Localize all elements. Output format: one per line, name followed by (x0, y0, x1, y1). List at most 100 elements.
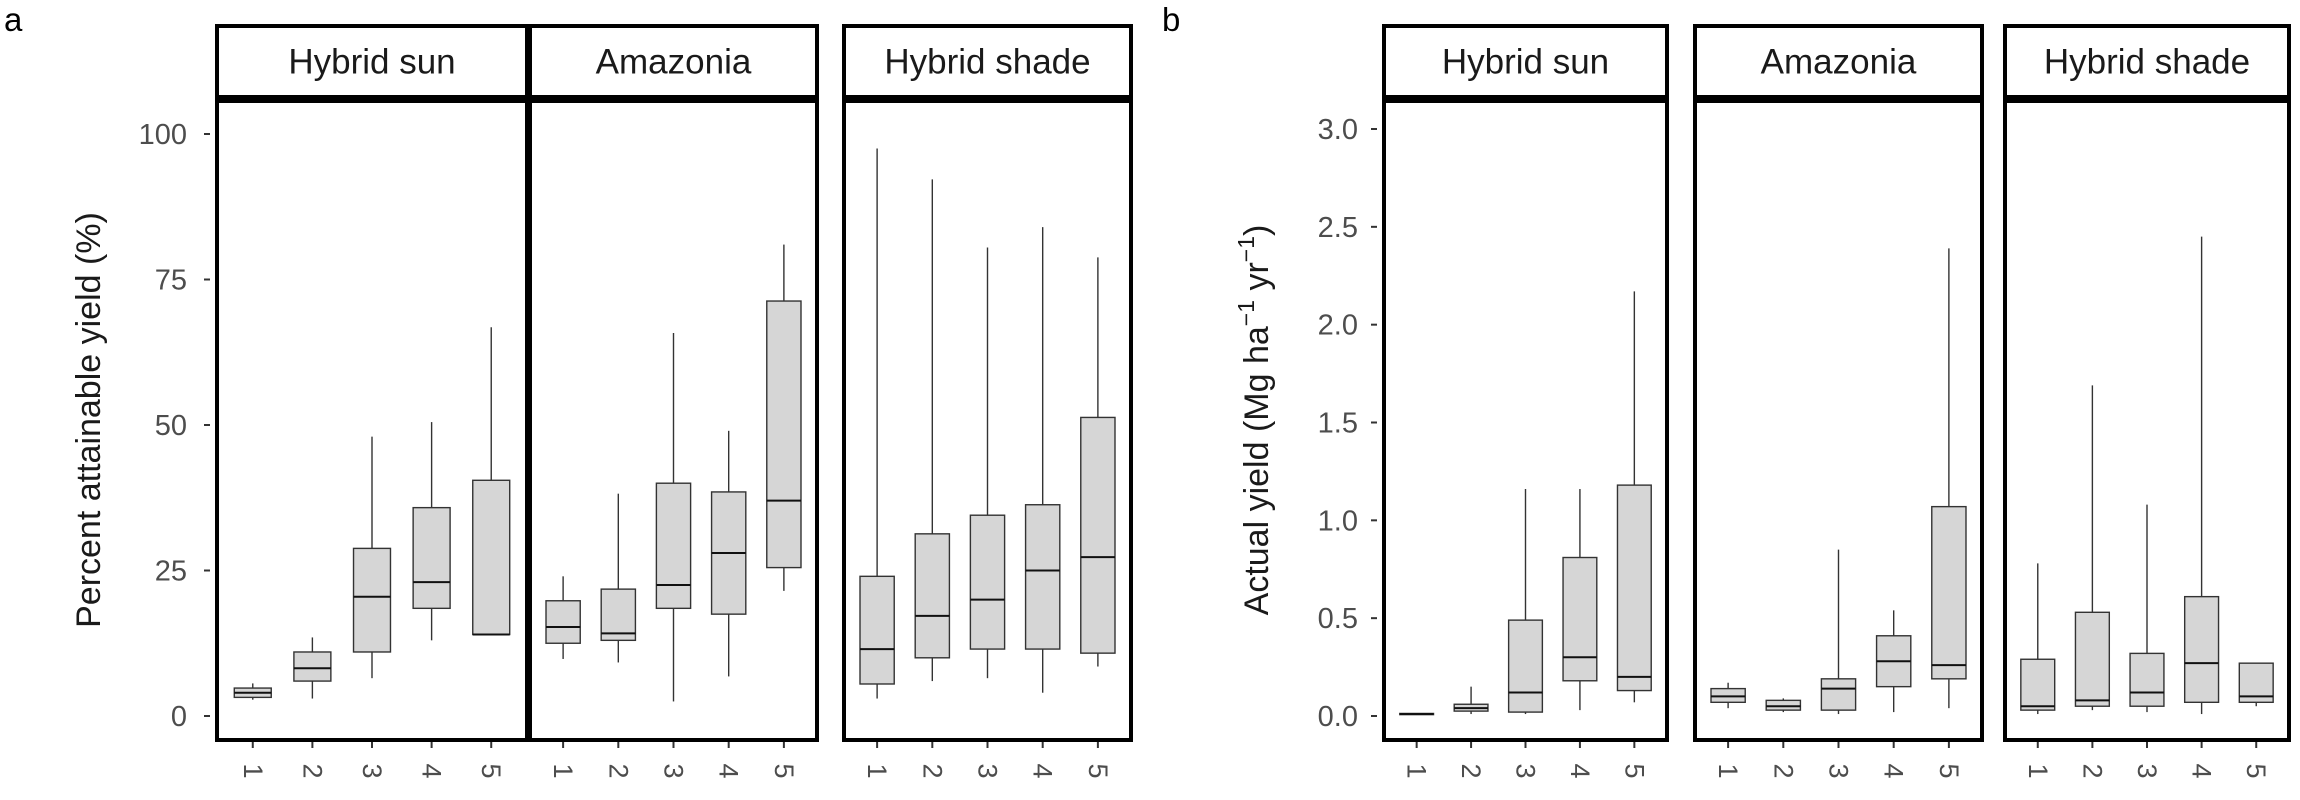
box-iqr (969, 514, 1006, 650)
x-tick-label: 5 (2241, 763, 2271, 778)
y-tick-label: 0.0 (1318, 701, 1358, 733)
box-iqr (1931, 505, 1967, 680)
y-tick-label: 25 (155, 556, 187, 588)
y-tick-label: 2.5 (1318, 212, 1358, 244)
box-iqr (2020, 658, 2056, 711)
x-tick-label: 3 (659, 763, 689, 778)
y-axis-title-part: yr (1238, 262, 1276, 300)
box-iqr (2074, 611, 2111, 707)
box (1562, 489, 1598, 711)
y-axis-title-part: Actual yield (Mg ha (1238, 326, 1276, 615)
x-tick-label: 5 (476, 763, 506, 778)
x-tick-label: 2 (2077, 763, 2107, 778)
y-tick-label: 1.0 (1318, 505, 1358, 537)
box-iqr (1507, 619, 1544, 713)
box (1399, 712, 1435, 716)
x-tick-label: 1 (238, 763, 268, 778)
y-tick-label: 2.0 (1318, 310, 1358, 342)
box (2129, 504, 2165, 713)
box (2183, 236, 2220, 715)
box (655, 333, 692, 702)
box (2238, 662, 2274, 707)
facet-strip (2003, 24, 2291, 99)
box (1875, 610, 1912, 713)
facet: Hybrid shade 1 2 3 4 5 (2003, 24, 2291, 779)
facet-strip-label: Hybrid sun (288, 43, 455, 82)
facet-strip-label: Hybrid shade (884, 43, 1090, 82)
facet: Hybrid sun 1 2 3 4 5 (215, 24, 529, 779)
x-tick-label: 4 (714, 763, 744, 778)
x-tick-label: 4 (1565, 763, 1595, 778)
box (914, 179, 951, 682)
box (1931, 248, 1967, 709)
box (352, 436, 392, 679)
box-iqr (1562, 556, 1598, 682)
facet-strip (528, 24, 819, 99)
x-tick-label: 2 (917, 763, 947, 778)
x-tick-label: 2 (1456, 763, 1486, 778)
box-iqr (412, 506, 451, 610)
x-tick-label: 2 (603, 763, 633, 778)
x-tick-label: 2 (1768, 763, 1798, 778)
y-tick-label: 0 (171, 701, 187, 733)
box (233, 683, 272, 700)
x-tick-label: 1 (1713, 763, 1743, 778)
chart-panel-b: Actual yield (Mg ha−1 yr−1)0.00.51.01.52… (1233, 24, 2291, 779)
x-tick-label: 2 (297, 763, 327, 778)
box (710, 430, 747, 677)
box (969, 247, 1006, 679)
x-tick-label: 1 (862, 763, 892, 778)
facet-strip (842, 24, 1133, 99)
box-iqr (2183, 595, 2220, 704)
facet: Hybrid shade 1 2 3 4 5 (842, 24, 1133, 779)
box-iqr (1820, 678, 1857, 711)
chart-panel-a: Percent attainable yield (%)0255075100Hy… (70, 24, 1133, 779)
box (1765, 698, 1802, 713)
y-axis-title: Actual yield (Mg ha−1 yr−1) (1233, 225, 1276, 616)
box-iqr (1616, 484, 1652, 692)
box (472, 327, 511, 636)
facet-strip (1693, 24, 1984, 99)
x-tick-label: 4 (1028, 763, 1058, 778)
facet: Amazonia 1 2 3 4 5 (1693, 24, 1984, 779)
x-tick-label: 1 (548, 763, 578, 778)
x-tick-label: 3 (1824, 763, 1854, 778)
box (293, 637, 332, 699)
box-iqr (352, 547, 392, 653)
y-axis-title-superscript: −1 (1233, 300, 1259, 326)
x-tick-label: 1 (2023, 763, 2053, 778)
y-axis-title-part: ) (1238, 225, 1276, 236)
facet: Amazonia 1 2 3 4 5 (528, 24, 819, 779)
box (1080, 257, 1116, 667)
x-tick-label: 5 (1619, 763, 1649, 778)
box (2074, 385, 2111, 711)
box-iqr (472, 479, 511, 636)
facet-strip-label: Amazonia (596, 43, 752, 82)
box (859, 148, 895, 699)
box (1024, 227, 1061, 693)
box (600, 493, 637, 663)
x-tick-label: 3 (1511, 763, 1541, 778)
box-iqr (545, 600, 581, 644)
box (1710, 682, 1746, 709)
y-axis-title-superscript: −1 (1233, 236, 1259, 262)
box-iqr (1080, 416, 1116, 654)
panel-b-label: b (1162, 1, 1180, 38)
box (1453, 686, 1489, 715)
box (1507, 489, 1544, 715)
panel-a-label: a (4, 1, 23, 38)
box (1616, 291, 1652, 703)
facet-strip-label: Hybrid sun (1442, 43, 1609, 82)
x-tick-label: 5 (1083, 763, 1113, 778)
facet-strip-label: Amazonia (1761, 43, 1917, 82)
facet: Hybrid sun 1 2 3 4 5 (1382, 24, 1669, 779)
box-iqr (859, 575, 895, 685)
y-axis-title: Percent attainable yield (%) (70, 212, 108, 628)
x-tick-label: 3 (357, 763, 387, 778)
box (1820, 549, 1857, 715)
y-tick-label: 3.0 (1318, 114, 1358, 146)
box (545, 576, 581, 659)
facet-strip-label: Hybrid shade (2044, 43, 2250, 82)
box-iqr (293, 651, 332, 682)
